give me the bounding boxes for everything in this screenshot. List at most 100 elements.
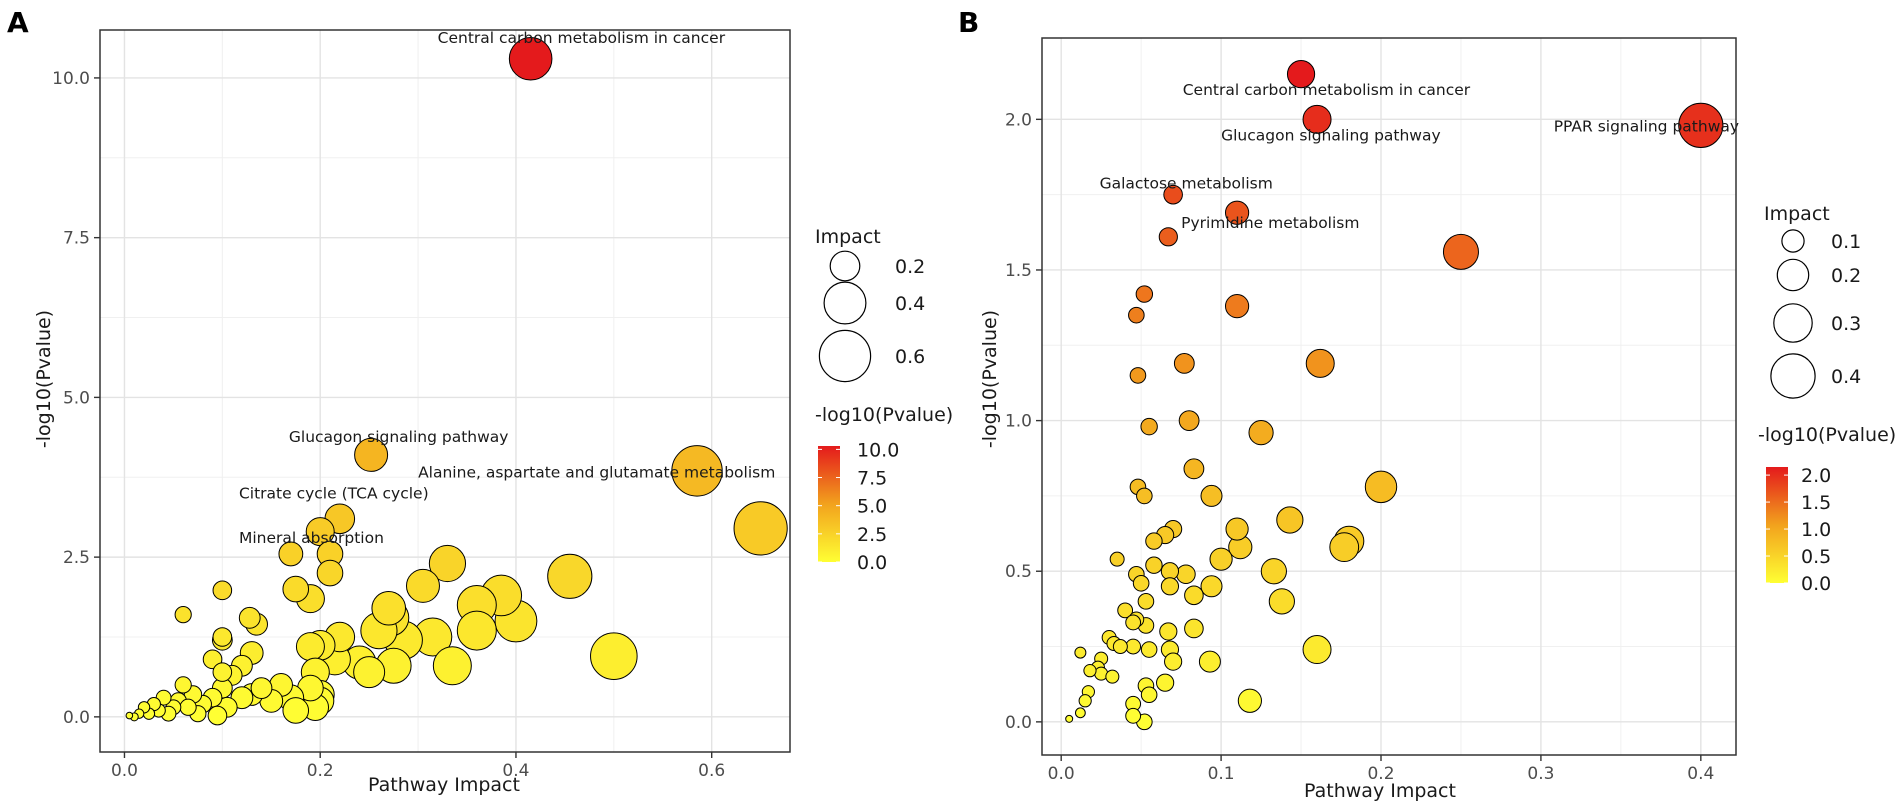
data-point [428,544,467,583]
panel-a-frame [99,29,791,753]
data-point [1276,506,1304,534]
data-point [1302,104,1332,134]
data-point [1109,551,1125,567]
data-point [1442,233,1479,270]
y-tick-label: 7.5 [63,229,90,249]
x-tick-label: 0.2 [307,761,334,781]
data-point [1164,652,1183,671]
data-point [1132,574,1150,592]
size-legend-label: 0.6 [895,346,925,368]
point-annotation: Citrate cycle (TCA cycle) [239,484,429,502]
size-legend-label: 0.3 [1831,313,1861,335]
panel-a-y-axis-title: -log10(Pvalue) [33,310,55,448]
y-tick-label: 0.0 [1005,713,1032,733]
x-tick-label: 0.4 [502,761,529,781]
data-point [1125,638,1142,655]
color-legend-label: 2.5 [857,524,887,546]
data-point [432,646,472,686]
data-point [282,575,310,603]
data-point [1136,487,1153,505]
data-point [1074,707,1086,719]
data-point [1074,646,1087,659]
panel-b-color-legend-title: -log10(Pvalue) [1758,424,1896,446]
size-legend-label: 0.2 [1831,265,1861,287]
data-point [1140,417,1158,436]
panel-a-points [125,36,788,726]
y-tick-label: 0.5 [1005,562,1032,582]
color-legend-label: 2.0 [1801,465,1831,487]
point-annotation: Glucagon signaling pathway [289,428,509,446]
data-point [278,541,304,567]
data-point [371,590,407,626]
panel-b-ticks: 0.0 0.1 0.2 0.3 0.4 0.0 0.5 1.0 1.5 2.0 [1005,110,1714,784]
data-point [1125,614,1142,631]
data-point [456,610,497,651]
size-legend-circle [1781,229,1805,253]
data-point [733,501,788,556]
data-point [250,677,273,700]
data-point [1128,306,1145,324]
x-tick-label: 0.3 [1527,764,1554,784]
size-legend-circle [823,281,867,325]
data-point [207,705,228,726]
data-point [1200,484,1223,507]
data-point [125,711,134,720]
data-point [1183,458,1205,480]
data-point [1209,547,1233,571]
data-point [1678,102,1724,148]
panel-b-legend: Impact -log10(Pvalue) 0.1 0.2 0.3 0.4 2.0 1.5… [1758,203,1896,595]
panel-b-annotations: Central carbon metabolism in cancer Gluca… [1100,81,1739,232]
y-tick-label: 1.0 [1005,412,1032,432]
point-annotation: Galactose metabolism [1100,175,1273,193]
point-annotation: Central carbon metabolism in cancer [438,29,726,47]
data-point [1112,639,1128,655]
data-point [1159,622,1178,641]
data-point [1129,367,1147,384]
panel-b-x-axis-title: Pathway Impact [1304,780,1456,802]
data-point [1268,588,1295,615]
data-point [1145,556,1163,574]
data-point [1198,650,1221,673]
panel-a-color-legend-title: -log10(Pvalue) [815,404,953,426]
data-point [547,553,593,599]
x-tick-label: 0.0 [111,761,138,781]
data-point [1160,577,1180,596]
color-legend-label: 1.0 [1801,519,1831,541]
data-point [1237,688,1262,713]
data-point [1173,352,1195,374]
size-legend-circle [818,329,872,383]
panel-b-y-axis-title: -log10(Pvalue) [979,310,1001,448]
data-point [508,36,553,81]
size-legend-circle [1776,258,1810,292]
data-point [1105,669,1120,684]
data-point [1224,200,1250,225]
panel-a-label: A [7,6,29,39]
panel-b-size-legend-title: Impact [1764,203,1830,225]
data-point [1145,532,1163,550]
data-point [1224,294,1250,319]
data-point [590,632,638,680]
size-legend-label: 0.4 [1831,366,1861,388]
panel-b-frame [1041,37,1737,756]
data-point [238,606,261,629]
panel-a-annotations: Central carbon metabolism in cancer Gluca… [239,29,775,547]
data-point [1184,618,1204,639]
color-legend-label: 7.5 [857,468,887,490]
y-tick-label: 2.5 [63,548,90,568]
data-point [295,632,325,662]
data-point [1083,664,1097,678]
panel-a-size-legend-title: Impact [815,226,881,248]
panel-a-x-axis-title: Pathway Impact [368,774,520,796]
point-annotation: Glucagon signaling pathway [1221,126,1441,144]
data-point [353,656,386,689]
data-point [671,445,723,497]
point-annotation: Alanine, aspartate and glutamate metabol… [418,463,775,481]
y-tick-label: 10.0 [52,69,90,89]
data-point [1302,635,1332,665]
x-tick-label: 0.4 [1687,764,1714,784]
y-tick-label: 2.0 [1005,110,1032,130]
size-legend-circle [1770,353,1816,399]
data-point [1305,348,1335,378]
data-point [212,627,233,647]
